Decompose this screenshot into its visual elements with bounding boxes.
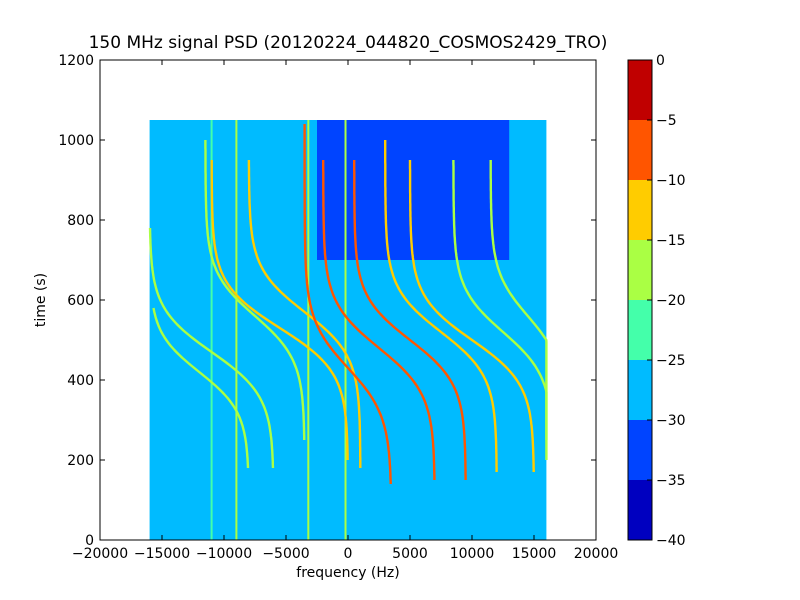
colorbar-tick-label: −20 (656, 293, 686, 309)
chart-title: 150 MHz signal PSD (20120224_044820_COSM… (89, 33, 608, 53)
colorbar-segment (628, 240, 652, 300)
doppler-trace (489, 160, 548, 440)
x-tick-label: 0 (344, 546, 353, 562)
x-axis-label: frequency (Hz) (296, 565, 399, 581)
x-tick-label: −10000 (196, 546, 252, 562)
doppler-trace (384, 140, 498, 472)
colorbar-tick-label: −40 (656, 533, 686, 549)
doppler-trace (204, 140, 306, 440)
y-tick-label: 1200 (58, 53, 94, 69)
doppler-trace (408, 160, 535, 472)
x-tick-label: −5000 (262, 546, 309, 562)
colorbar-tick-label: −15 (656, 233, 686, 249)
quiet-region (317, 120, 510, 260)
colorbar-segment (628, 420, 652, 480)
doppler-trace (210, 160, 349, 461)
x-tick-label: −15000 (134, 546, 190, 562)
colorbar-segment (628, 180, 652, 240)
y-tick-label: 1000 (58, 133, 94, 149)
y-tick-label: 0 (85, 533, 94, 549)
x-tick-label: 10000 (450, 546, 495, 562)
doppler-trace (247, 160, 362, 468)
heatmap-image (148, 120, 548, 540)
doppler-trace (322, 160, 436, 480)
colorbar-tick-label: 0 (656, 53, 665, 69)
colorbar-segment (628, 480, 652, 540)
x-tick-label: 5000 (392, 546, 428, 562)
colorbar-segment (628, 360, 652, 420)
x-tick-label: 20000 (574, 546, 619, 562)
colorbar: −40 −35 −30 −25 −20 −15 −10 −5 0 (627, 53, 686, 549)
doppler-trace (303, 124, 392, 484)
colorbar-tick-label: −10 (656, 173, 686, 189)
colorbar-tick-label: −30 (656, 413, 686, 429)
y-tick-label: 200 (67, 453, 94, 469)
colorbar-tick-label: −25 (656, 353, 686, 369)
colorbar-tick-label: −35 (656, 473, 686, 489)
doppler-trace (148, 227, 275, 469)
colorbar-tick-label: −5 (656, 113, 677, 129)
y-tick-label: 600 (67, 293, 94, 309)
y-tick-label: 400 (67, 373, 94, 389)
y-tick-label: 800 (67, 213, 94, 229)
x-tick-label: 15000 (512, 546, 557, 562)
colorbar-segment (628, 60, 652, 120)
axes: −20000 −15000 −10000 −5000 0 5000 10000 15000 20… (58, 53, 618, 562)
colorbar-segment (628, 120, 652, 180)
doppler-trace (152, 307, 250, 469)
y-axis-label: time (s) (33, 273, 49, 327)
heatmap-plot-area: −20000 −15000 −10000 −5000 0 5000 10000 15000 20… (58, 53, 618, 562)
x-tick-label: −20000 (72, 546, 128, 562)
colorbar-segment (628, 300, 652, 360)
doppler-trace (353, 160, 467, 480)
